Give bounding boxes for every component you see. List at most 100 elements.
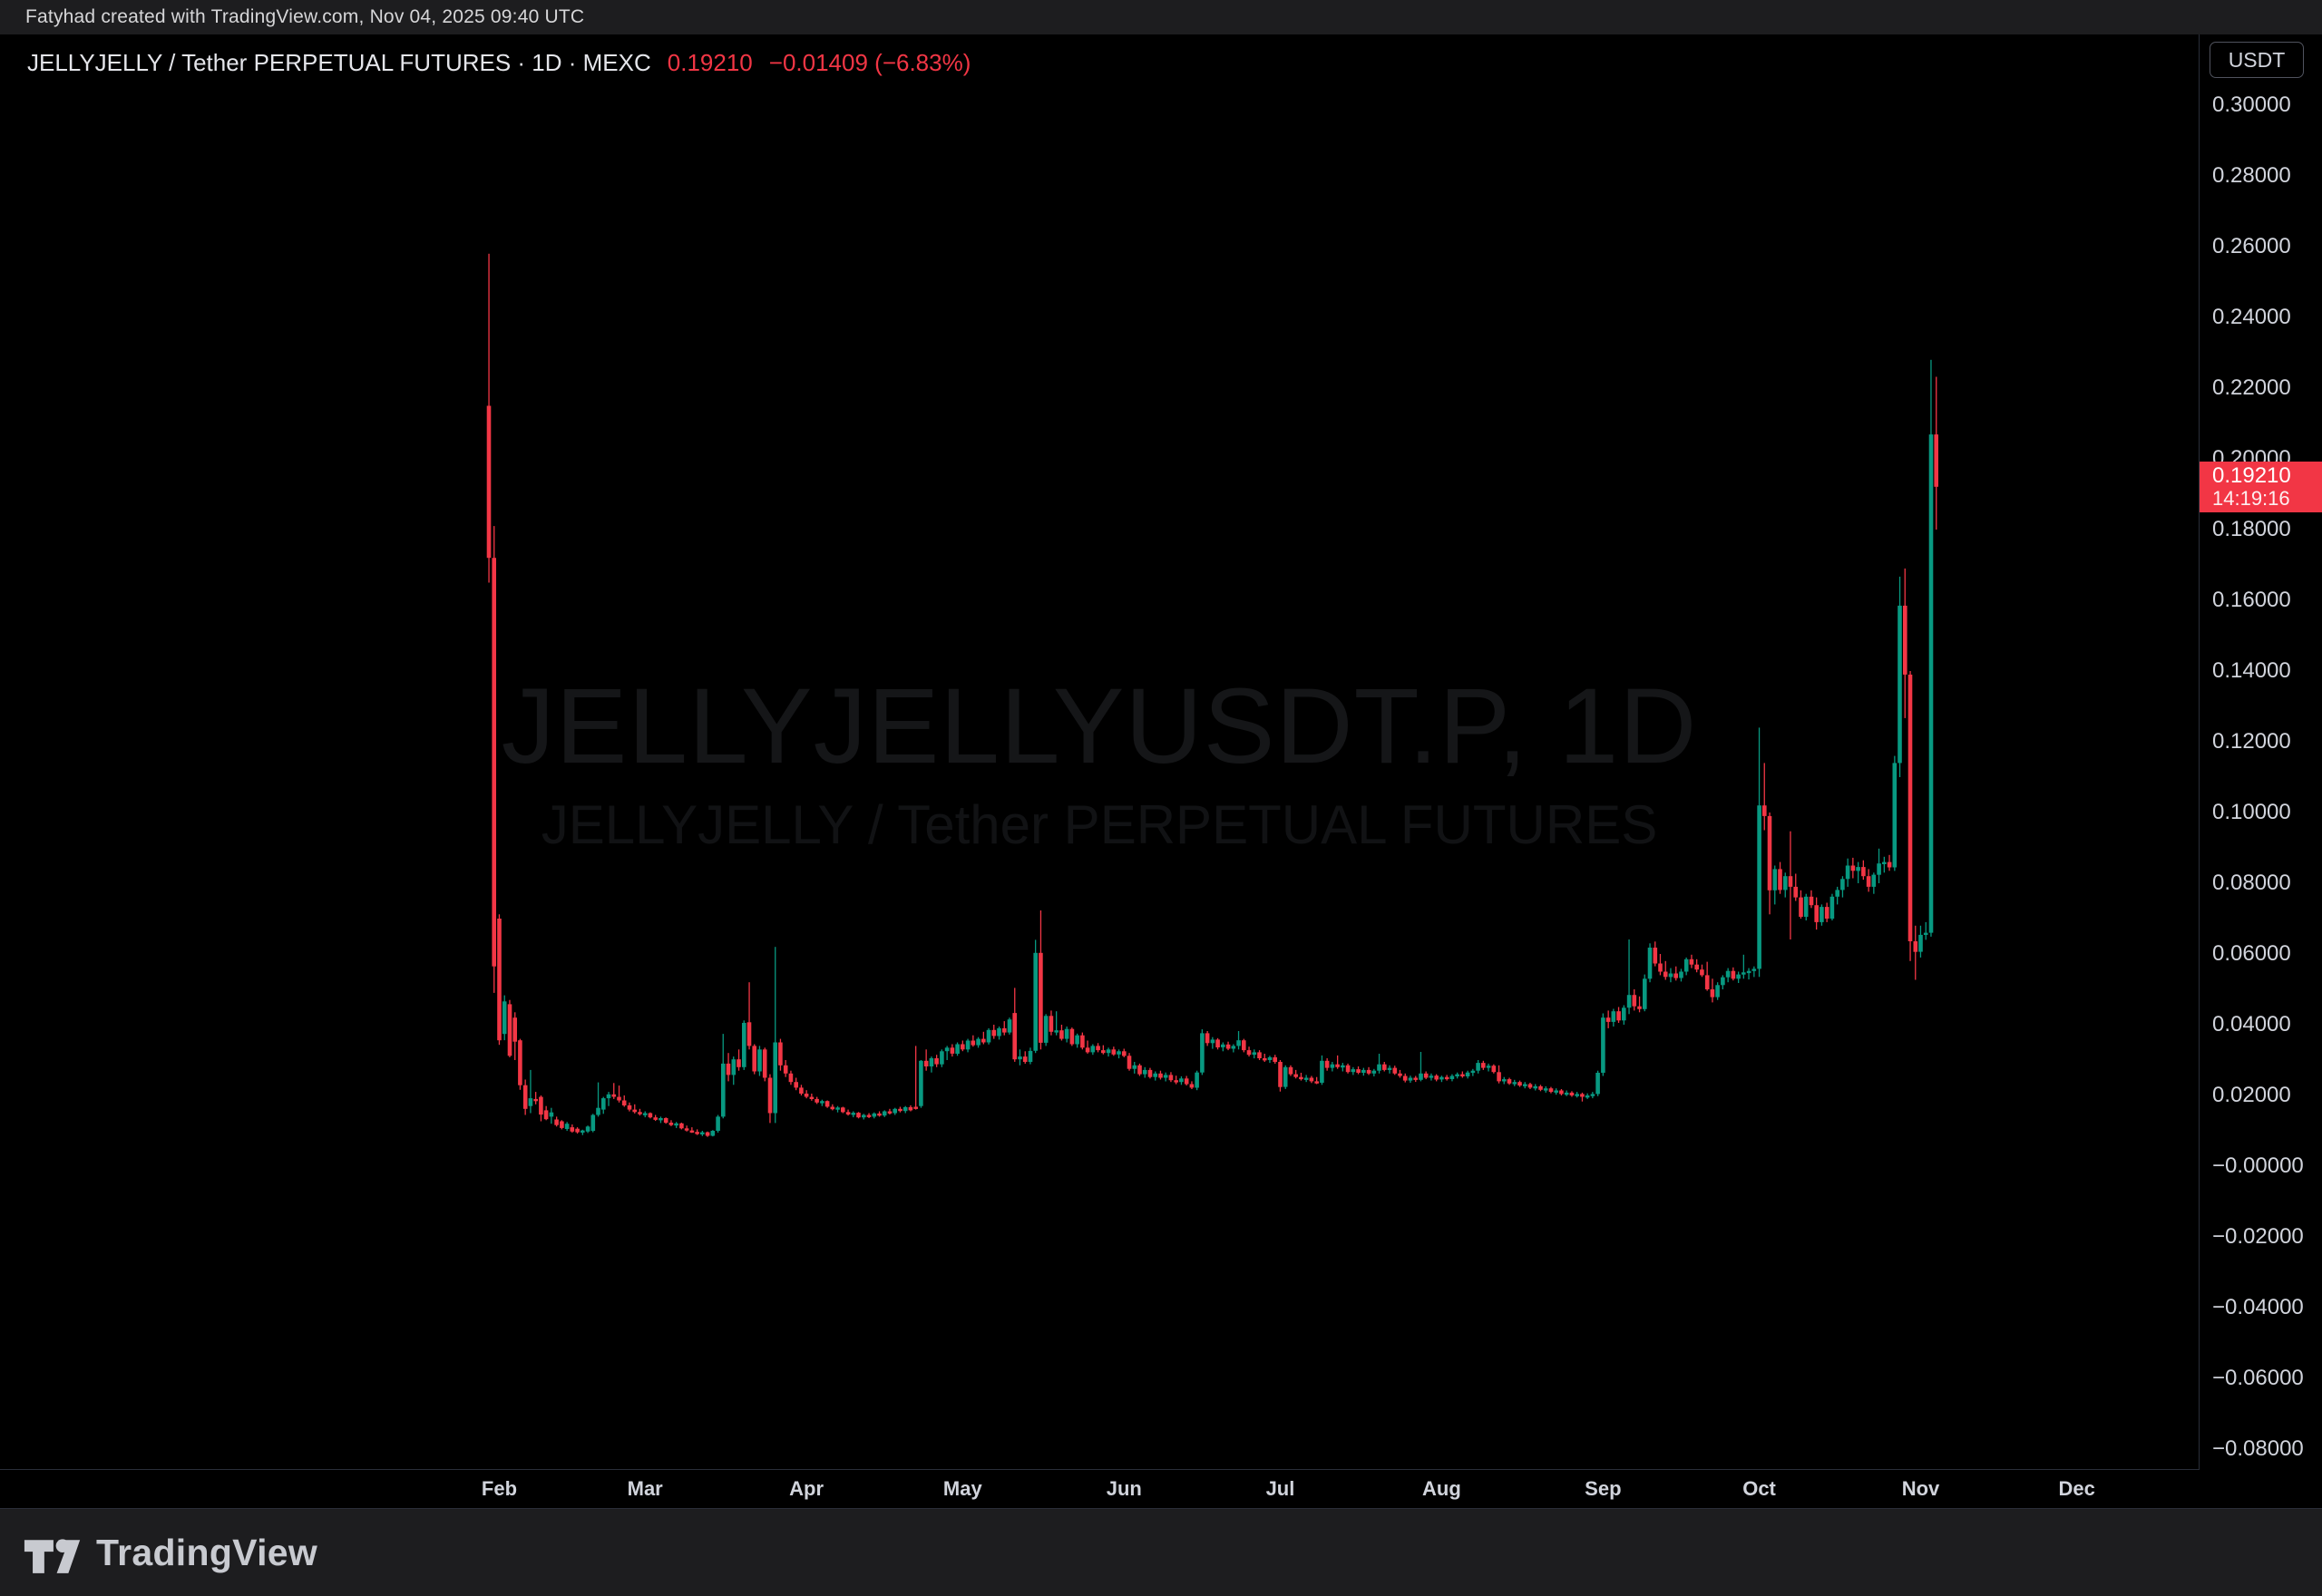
last-price-badge: 0.19210 14:19:16	[2200, 461, 2322, 512]
candle	[507, 1004, 512, 1056]
candle	[543, 1110, 549, 1120]
candle	[1225, 1044, 1231, 1049]
candle	[1018, 1056, 1022, 1060]
candle	[794, 1082, 798, 1088]
candle	[554, 1119, 559, 1125]
candle	[1647, 948, 1653, 979]
candle	[1002, 1027, 1007, 1033]
candle	[767, 1077, 773, 1114]
tradingview-logo[interactable]: TradingView	[24, 1528, 317, 1577]
candle	[971, 1040, 976, 1046]
candle	[689, 1130, 695, 1133]
candle	[824, 1101, 830, 1107]
candle	[1309, 1077, 1314, 1082]
candle	[1616, 1011, 1621, 1021]
candle	[601, 1098, 606, 1110]
candle	[1356, 1069, 1361, 1073]
candle	[1861, 867, 1866, 877]
candle	[1928, 434, 1934, 933]
candle	[1012, 1013, 1017, 1060]
candle	[1673, 973, 1678, 978]
candle	[1054, 1030, 1059, 1033]
candle	[1419, 1073, 1423, 1080]
candle	[1840, 879, 1845, 890]
candle	[1096, 1046, 1100, 1051]
candle	[1689, 959, 1694, 965]
candle	[1142, 1069, 1147, 1075]
candle	[1746, 970, 1751, 974]
candle	[606, 1094, 611, 1099]
time-axis[interactable]: Feb Mar Apr May Jun Jul Aug Sep Oct Nov Dec	[0, 1470, 2322, 1508]
candle	[1497, 1072, 1501, 1082]
candle	[1106, 1049, 1111, 1054]
candle	[1168, 1075, 1174, 1081]
price-axis-label: 0.12000	[2212, 729, 2291, 754]
price-axis-label: 0.26000	[2212, 234, 2291, 258]
candle	[1715, 985, 1720, 998]
candle	[944, 1047, 950, 1052]
candle	[731, 1059, 737, 1075]
candle	[1033, 952, 1038, 1051]
candle	[882, 1111, 887, 1116]
candle	[1679, 971, 1683, 978]
axis-divider	[0, 1508, 2322, 1509]
candle	[1683, 959, 1689, 972]
candle	[934, 1058, 939, 1065]
candle	[851, 1113, 856, 1115]
symbol-title[interactable]: JELLYJELLY / Tether PERPETUAL FUTURES · …	[27, 49, 651, 76]
currency-toggle-button[interactable]: USDT	[2210, 42, 2304, 78]
attribution-bar: Fatyhad created with TradingView.com, No…	[0, 0, 2322, 34]
candle	[940, 1051, 944, 1065]
price-axis-label: 0.08000	[2212, 871, 2291, 895]
candle	[1449, 1075, 1455, 1079]
price-axis[interactable]: USDT 0.30000 0.28000 0.26000 0.24000 0.22000…	[2199, 34, 2322, 1508]
price-axis-label: 0.06000	[2212, 941, 2291, 966]
candle	[955, 1044, 960, 1054]
candle	[1075, 1035, 1079, 1045]
time-axis-label: May	[942, 1477, 982, 1500]
candle	[856, 1113, 861, 1118]
candle	[1288, 1066, 1293, 1075]
candle	[1725, 970, 1731, 978]
chart-pane[interactable]: JELLYJELLYUSDT.P, 1D JELLYJELLY / Tether…	[0, 34, 2199, 1470]
candle	[965, 1040, 971, 1050]
candle	[1668, 973, 1673, 978]
tradingview-logo-icon	[24, 1539, 81, 1573]
candle	[1783, 876, 1788, 890]
candle	[1543, 1088, 1548, 1091]
candle	[1423, 1073, 1429, 1078]
candle	[492, 558, 496, 967]
candle	[1210, 1039, 1215, 1044]
candle	[1898, 605, 1902, 764]
candle	[1507, 1079, 1512, 1084]
candle	[684, 1128, 689, 1131]
candle	[1408, 1077, 1413, 1081]
candle	[1767, 815, 1772, 890]
price-axis-label: −0.06000	[2212, 1366, 2304, 1390]
candle	[737, 1059, 741, 1067]
candle	[1772, 869, 1778, 890]
candle	[866, 1114, 872, 1117]
candle	[1700, 969, 1704, 976]
candle	[1502, 1079, 1507, 1082]
candle	[1236, 1040, 1241, 1046]
candlestick-layer[interactable]	[0, 34, 2199, 1469]
candle	[1835, 890, 1839, 897]
price-axis-label: 0.16000	[2212, 588, 2291, 612]
candle	[1007, 1019, 1012, 1033]
candle	[913, 1106, 918, 1109]
chart-legend[interactable]: JELLYJELLY / Tether PERPETUAL FUTURES · …	[27, 49, 971, 77]
candle	[1064, 1028, 1069, 1039]
candle	[700, 1132, 705, 1134]
candle	[486, 405, 492, 559]
candle	[1538, 1085, 1543, 1090]
candle	[1887, 861, 1892, 868]
tradingview-logo-text: TradingView	[96, 1531, 318, 1573]
candle	[716, 1116, 720, 1131]
candle	[1392, 1067, 1398, 1074]
candle	[1158, 1073, 1163, 1078]
candle	[585, 1126, 590, 1132]
candle	[1371, 1070, 1377, 1074]
candle	[590, 1114, 596, 1131]
time-axis-label: Nov	[1901, 1477, 1940, 1500]
